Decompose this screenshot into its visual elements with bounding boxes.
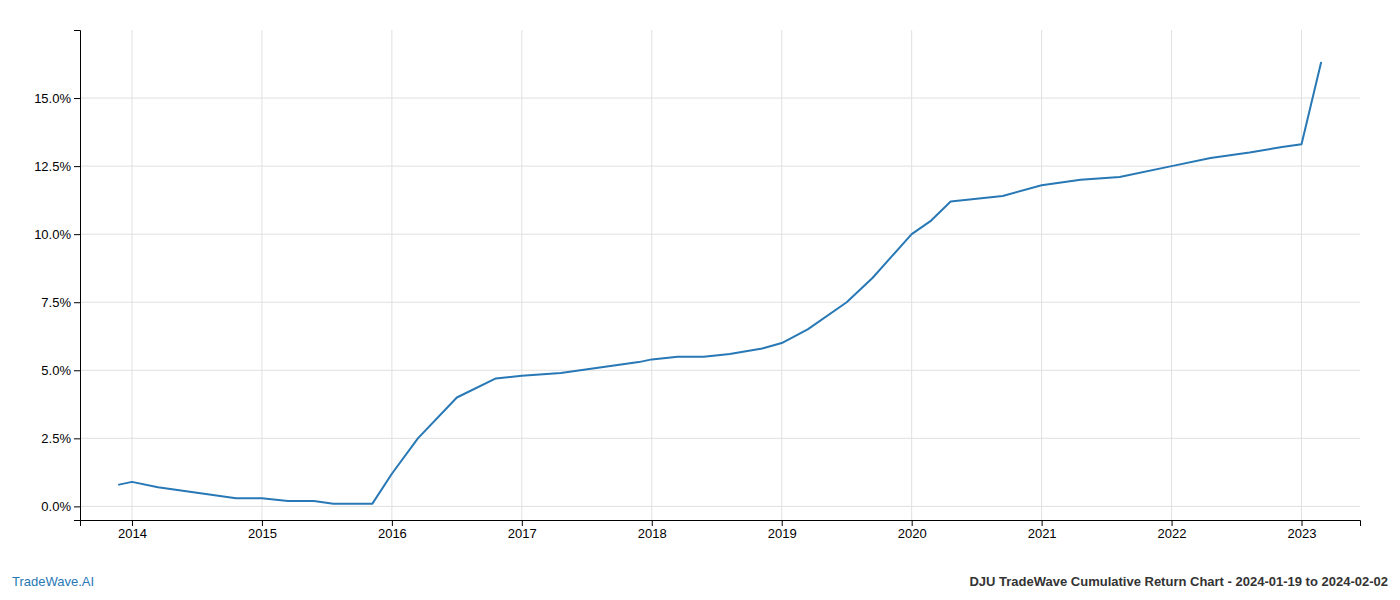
grid-line [391, 30, 392, 520]
axis-line [74, 31, 81, 521]
tick: 2016 [378, 520, 407, 541]
grid-line [261, 30, 262, 520]
tick-mark [74, 506, 80, 507]
tick: 5.0% [41, 363, 80, 378]
grid-line [651, 30, 652, 520]
tick-label: 2022 [1158, 526, 1187, 541]
grid-line [80, 438, 1360, 439]
tick: 2014 [118, 520, 147, 541]
tick-label: 2014 [118, 526, 147, 541]
grid-line [80, 370, 1360, 371]
grid-line [521, 30, 522, 520]
tick: 2.5% [41, 431, 80, 446]
grid [80, 30, 1360, 520]
line [119, 63, 1321, 504]
grid-line [80, 234, 1360, 235]
tick-mark [74, 302, 80, 303]
tick: 0.0% [41, 499, 80, 514]
tick-label: 10.0% [34, 227, 71, 242]
tick-mark [1042, 520, 1043, 526]
tick-label: 2015 [248, 526, 277, 541]
tick-mark [74, 234, 80, 235]
tick: 15.0% [34, 91, 80, 106]
tick-mark [392, 520, 393, 526]
tick: 12.5% [34, 159, 80, 174]
footer-left: TradeWave.AI [12, 574, 94, 589]
tick: 2017 [508, 520, 537, 541]
tick-label: 2017 [508, 526, 537, 541]
grid-line [911, 30, 912, 520]
y-axis: 0.0% 2.5% 5.0% 7.5% 10.0% 12.5% 15.0% [34, 31, 80, 521]
tick-label: 12.5% [34, 159, 71, 174]
tick-mark [74, 98, 80, 99]
tick-mark [1172, 520, 1173, 526]
tick-mark [1302, 520, 1303, 526]
tick-mark [132, 520, 133, 526]
tick-label: 2020 [898, 526, 927, 541]
tick-label: 15.0% [34, 91, 71, 106]
tick-label: 2.5% [41, 431, 71, 446]
grid-line [1171, 30, 1172, 520]
tick-label: 2018 [638, 526, 667, 541]
tick-label: 2023 [1288, 526, 1317, 541]
tick-mark [912, 520, 913, 526]
grid-line [1041, 30, 1042, 520]
grid-line [80, 98, 1360, 99]
chart: 2014 2015 2016 2017 2018 2019 2020 2021 2022 2023… [0, 0, 1400, 600]
x-axis: 2014 2015 2016 2017 2018 2019 2020 2021 2022 2023 [81, 520, 1361, 541]
tick: 2019 [768, 520, 797, 541]
tick: 2023 [1288, 520, 1317, 541]
tick-label: 2019 [768, 526, 797, 541]
tick: 2020 [898, 520, 927, 541]
footer-right: DJU TradeWave Cumulative Return Chart - … [969, 574, 1388, 589]
axis-line [81, 521, 1361, 527]
tick-mark [74, 370, 80, 371]
tick-mark [262, 520, 263, 526]
grid-line [80, 506, 1360, 507]
tick-mark [652, 520, 653, 526]
tick-label: 0.0% [41, 499, 71, 514]
tick: 2018 [638, 520, 667, 541]
grid-line [80, 302, 1360, 303]
tick: 2015 [248, 520, 277, 541]
tick: 2022 [1158, 520, 1187, 541]
tick-label: 7.5% [41, 295, 71, 310]
grid-line [131, 30, 132, 520]
tick: 10.0% [34, 227, 80, 242]
tick-mark [522, 520, 523, 526]
tick-label: 2016 [378, 526, 407, 541]
tick-mark [74, 438, 80, 439]
grid-line [781, 30, 782, 520]
tick-mark [782, 520, 783, 526]
tick: 7.5% [41, 295, 80, 310]
tick-label: 2021 [1028, 526, 1057, 541]
plot-area [119, 63, 1321, 504]
tick-label: 5.0% [41, 363, 71, 378]
grid-line [1301, 30, 1302, 520]
tick: 2021 [1028, 520, 1057, 541]
tick-mark [74, 166, 80, 167]
